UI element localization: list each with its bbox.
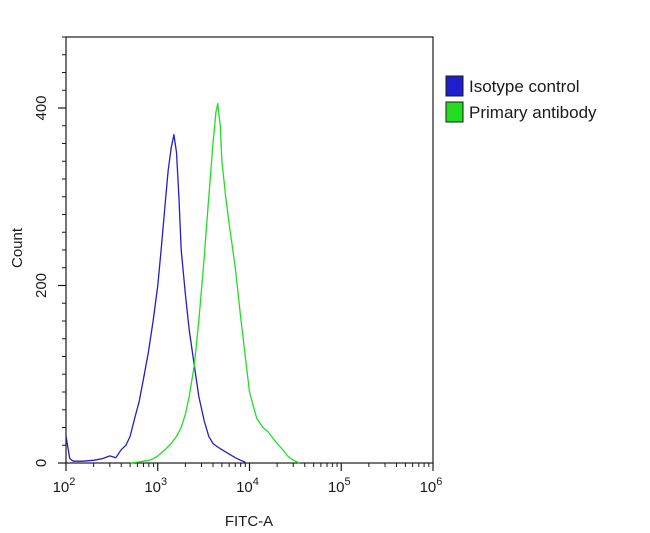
x-tick-label: 104 (236, 476, 259, 496)
legend: Isotype control Primary antibody (445, 75, 597, 123)
y-tick-label: 400 (33, 95, 50, 120)
y-tick-label: 0 (33, 459, 50, 467)
x-tick-label: 103 (144, 476, 167, 496)
legend-label: Primary antibody (469, 103, 597, 122)
x-axis-ticks: 102 103 104 105 106 (53, 463, 443, 496)
legend-label: Isotype control (469, 77, 580, 96)
series-line-2 (130, 102, 300, 464)
series-line-1 (65, 133, 246, 463)
y-tick-label: 200 (33, 273, 50, 298)
plot-frame (65, 36, 434, 464)
y-axis-ticks: 0 200 400 (33, 36, 66, 467)
series-curves (65, 102, 300, 464)
legend-swatch (445, 75, 464, 97)
x-tick-label: 106 (420, 476, 443, 496)
x-tick-label: 102 (53, 476, 76, 496)
x-axis-title: FITC-A (225, 513, 273, 530)
legend-swatch (445, 101, 464, 123)
y-axis-title: Count (9, 227, 26, 268)
x-tick-label: 105 (328, 476, 351, 496)
